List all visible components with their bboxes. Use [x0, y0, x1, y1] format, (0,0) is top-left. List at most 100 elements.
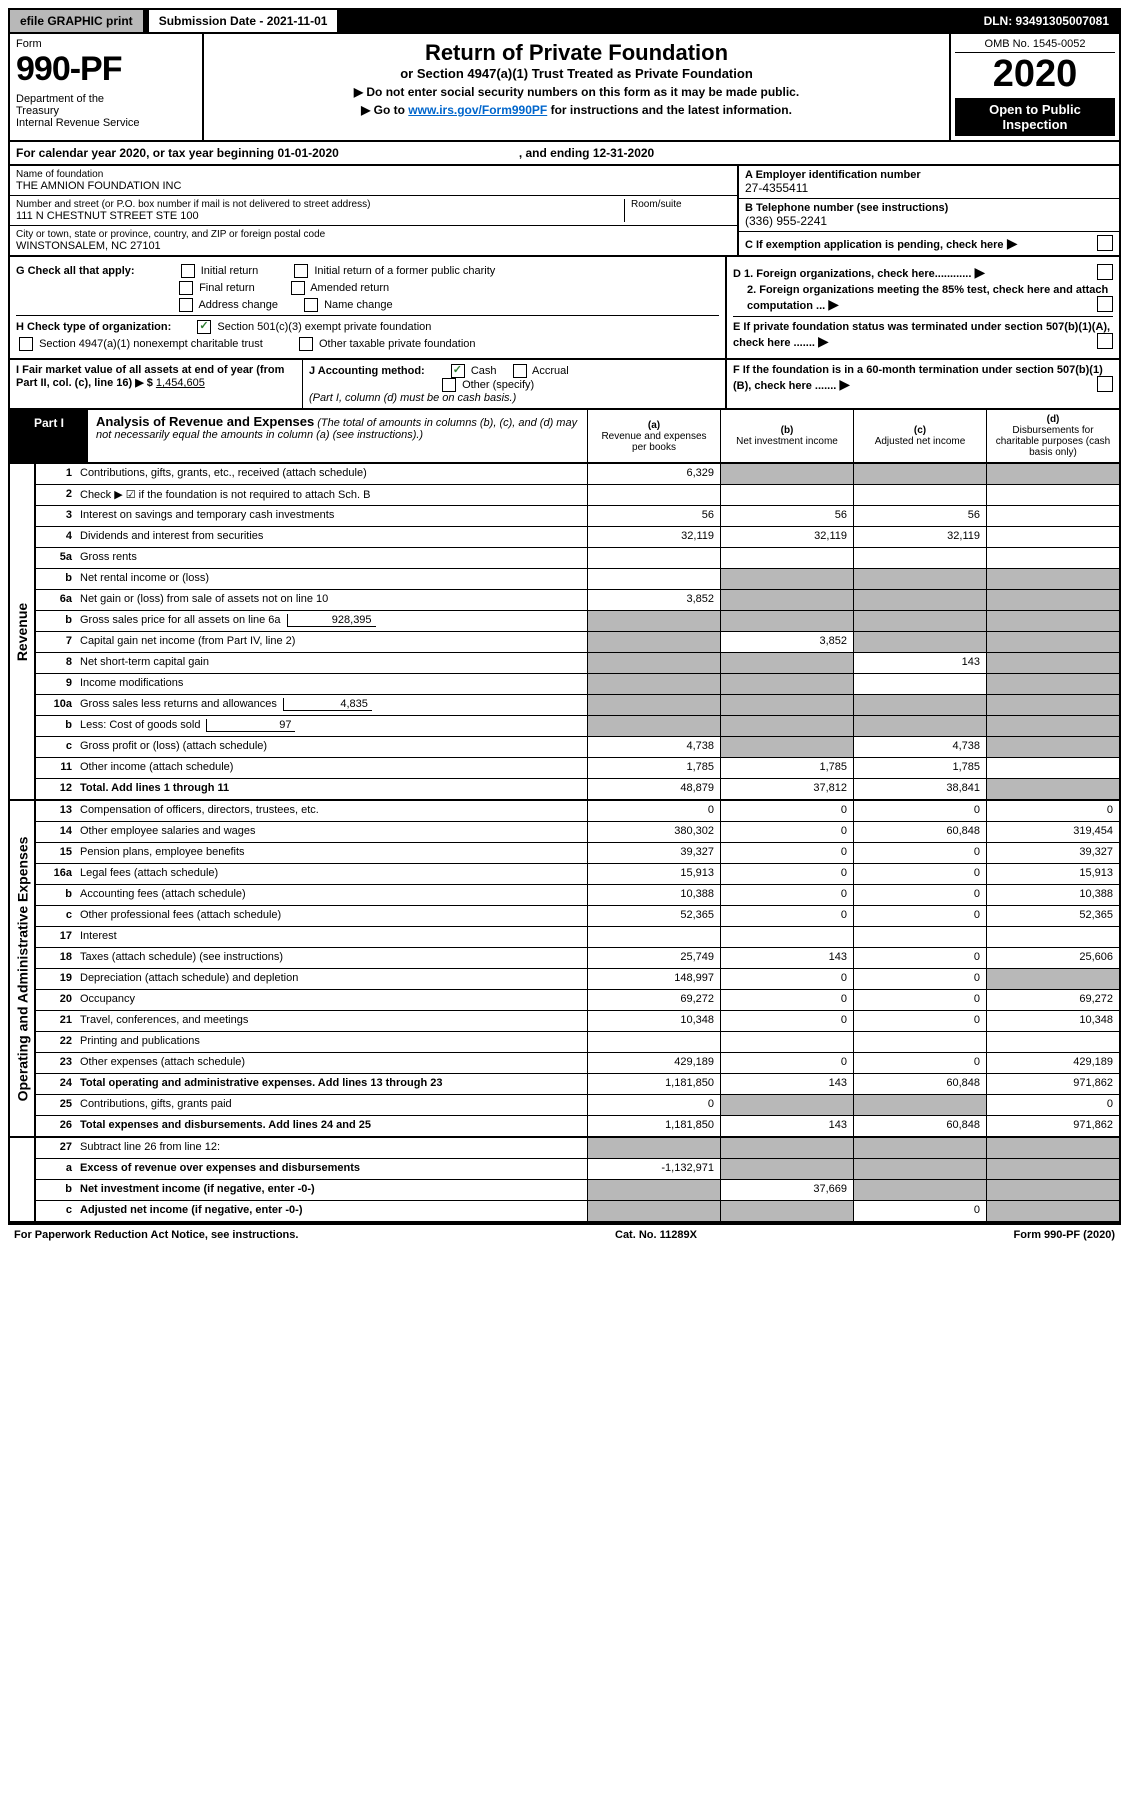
table-row: 5aGross rents [36, 548, 1119, 569]
table-row: 16aLegal fees (attach schedule)15,913001… [36, 864, 1119, 885]
form-label: Form [16, 38, 196, 50]
table-row: 12Total. Add lines 1 through 1148,87937,… [36, 779, 1119, 799]
h-row: H Check type of organization: Section 50… [16, 315, 719, 334]
tax-year: 2020 [955, 53, 1115, 96]
table-row: 18Taxes (attach schedule) (see instructi… [36, 948, 1119, 969]
foundation-name-cell: Name of foundation THE AMNION FOUNDATION… [10, 166, 739, 196]
table-row: 13Compensation of officers, directors, t… [36, 801, 1119, 822]
form-subtitle: or Section 4947(a)(1) Trust Treated as P… [212, 66, 941, 81]
table-row: 3Interest on savings and temporary cash … [36, 506, 1119, 527]
table-row: 21Travel, conferences, and meetings10,34… [36, 1011, 1119, 1032]
part1-header: Part I Analysis of Revenue and Expenses … [8, 410, 1121, 464]
entity-block: Name of foundation THE AMNION FOUNDATION… [8, 166, 1121, 257]
cash-cb[interactable] [451, 364, 465, 378]
calendar-year-row: For calendar year 2020, or tax year begi… [8, 142, 1121, 166]
table-row: bGross sales price for all assets on lin… [36, 611, 1119, 632]
g-h-section: G Check all that apply: Initial return I… [8, 257, 1121, 360]
amended-cb[interactable] [291, 281, 305, 295]
table-row: 11Other income (attach schedule)1,7851,7… [36, 758, 1119, 779]
address-cell: Number and street (or P.O. box number if… [10, 196, 739, 226]
d2-cb[interactable] [1097, 296, 1113, 312]
form-number: 990-PF [16, 50, 196, 89]
table-row: 24Total operating and administrative exp… [36, 1074, 1119, 1095]
table-row: bAccounting fees (attach schedule)10,388… [36, 885, 1119, 906]
efile-print-btn[interactable]: efile GRAPHIC print [10, 10, 143, 32]
name-change-cb[interactable] [304, 298, 318, 312]
exemption-checkbox[interactable] [1097, 235, 1113, 251]
table-row: cOther professional fees (attach schedul… [36, 906, 1119, 927]
table-row: 27Subtract line 26 from line 12: [36, 1138, 1119, 1159]
part1-desc: Analysis of Revenue and Expenses (The to… [88, 410, 588, 462]
accounting-method: J Accounting method: Cash Accrual Other … [303, 360, 727, 408]
table-row: 8Net short-term capital gain143 [36, 653, 1119, 674]
col-a-head: (a) Revenue and expenses per books [588, 410, 721, 462]
col-c-head: (c) Adjusted net income [854, 410, 987, 462]
expenses-section: Operating and Administrative Expenses 13… [8, 801, 1121, 1138]
g-row: G Check all that apply: Initial return I… [16, 264, 719, 278]
table-row: 15Pension plans, employee benefits39,327… [36, 843, 1119, 864]
ein-cell: A Employer identification number 27-4355… [739, 166, 1119, 199]
accrual-cb[interactable] [513, 364, 527, 378]
table-row: cGross profit or (loss) (attach schedule… [36, 737, 1119, 758]
table-row: 20Occupancy69,2720069,272 [36, 990, 1119, 1011]
form-footer: Form 990-PF (2020) [1014, 1229, 1115, 1241]
f-cell: F If the foundation is in a 60-month ter… [727, 360, 1119, 408]
table-row: 6aNet gain or (loss) from sale of assets… [36, 590, 1119, 611]
table-row: 17Interest [36, 927, 1119, 948]
page-footer: For Paperwork Reduction Act Notice, see … [8, 1223, 1121, 1245]
header-left: Form 990-PF Department of theTreasuryInt… [10, 34, 204, 140]
omb-number: OMB No. 1545-0052 [955, 38, 1115, 53]
header-center: Return of Private Foundation or Section … [204, 34, 951, 140]
table-row: 19Depreciation (attach schedule) and dep… [36, 969, 1119, 990]
goto-note: ▶ Go to www.irs.gov/Form990PF for instru… [212, 103, 941, 117]
ssn-note: ▶ Do not enter social security numbers o… [212, 85, 941, 99]
fmv-cell: I Fair market value of all assets at end… [10, 360, 303, 408]
s4947-cb[interactable] [19, 337, 33, 351]
d1-cb[interactable] [1097, 264, 1113, 280]
table-row: 25Contributions, gifts, grants paid00 [36, 1095, 1119, 1116]
city-cell: City or town, state or province, country… [10, 226, 739, 255]
table-row: 14Other employee salaries and wages380,3… [36, 822, 1119, 843]
table-row: 1Contributions, gifts, grants, etc., rec… [36, 464, 1119, 485]
i-j-section: I Fair market value of all assets at end… [8, 360, 1121, 410]
initial-public-cb[interactable] [294, 264, 308, 278]
expenses-side-label: Operating and Administrative Expenses [10, 801, 36, 1136]
table-row: 22Printing and publications [36, 1032, 1119, 1053]
table-row: 26Total expenses and disbursements. Add … [36, 1116, 1119, 1136]
addr-change-cb[interactable] [179, 298, 193, 312]
open-public-badge: Open to Public Inspection [955, 98, 1115, 136]
table-row: 9Income modifications [36, 674, 1119, 695]
topbar: efile GRAPHIC print Submission Date - 20… [8, 8, 1121, 34]
exemption-pending-cell: C If exemption application is pending, c… [739, 232, 1119, 255]
irs-link[interactable]: www.irs.gov/Form990PF [408, 103, 547, 117]
s501-cb[interactable] [197, 320, 211, 334]
dept-treasury: Department of theTreasuryInternal Revenu… [16, 93, 196, 129]
table-row: 23Other expenses (attach schedule)429,18… [36, 1053, 1119, 1074]
part1-label: Part I [10, 410, 88, 462]
col-b-head: (b) Net investment income [721, 410, 854, 462]
table-row: 10aGross sales less returns and allowanc… [36, 695, 1119, 716]
final-return-cb[interactable] [179, 281, 193, 295]
other-method-cb[interactable] [442, 378, 456, 392]
table-row: aExcess of revenue over expenses and dis… [36, 1159, 1119, 1180]
other-taxable-cb[interactable] [299, 337, 313, 351]
revenue-section: Revenue 1Contributions, gifts, grants, e… [8, 464, 1121, 801]
form-title: Return of Private Foundation [212, 40, 941, 66]
form-header: Form 990-PF Department of theTreasuryInt… [8, 34, 1121, 142]
table-row: 7Capital gain net income (from Part IV, … [36, 632, 1119, 653]
col-d-head: (d) Disbursements for charitable purpose… [987, 410, 1119, 462]
table-row: bLess: Cost of goods sold97 [36, 716, 1119, 737]
e-cb[interactable] [1097, 333, 1113, 349]
submission-date: Submission Date - 2021-11-01 [149, 10, 338, 32]
revenue-side-label: Revenue [10, 464, 36, 799]
net-section: 27Subtract line 26 from line 12:aExcess … [8, 1138, 1121, 1223]
table-row: bNet investment income (if negative, ent… [36, 1180, 1119, 1201]
table-row: bNet rental income or (loss) [36, 569, 1119, 590]
paperwork-notice: For Paperwork Reduction Act Notice, see … [14, 1229, 298, 1241]
table-row: cAdjusted net income (if negative, enter… [36, 1201, 1119, 1221]
header-right: OMB No. 1545-0052 2020 Open to Public In… [951, 34, 1119, 140]
cat-no: Cat. No. 11289X [615, 1229, 697, 1241]
initial-return-cb[interactable] [181, 264, 195, 278]
f-cb[interactable] [1097, 376, 1113, 392]
phone-cell: B Telephone number (see instructions) (3… [739, 199, 1119, 232]
